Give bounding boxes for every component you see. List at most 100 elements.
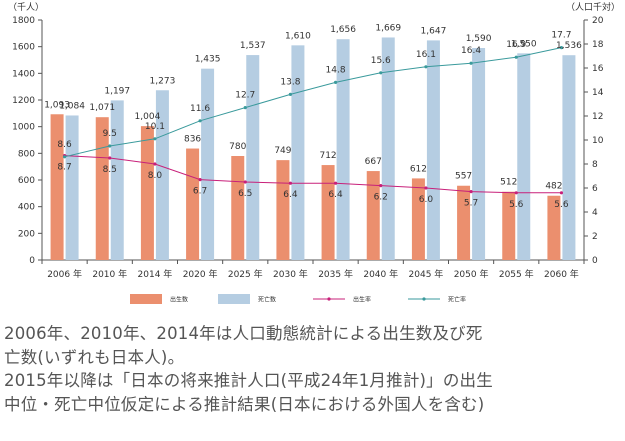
left-axis-unit: （千人） (8, 2, 44, 13)
death-rate-point (469, 61, 473, 65)
death-rate-point (514, 55, 518, 59)
x-tick-label: 2010 年 (92, 268, 127, 280)
birth-rate-label: 6.0 (419, 195, 434, 205)
birth-count-label: 780 (229, 142, 246, 152)
death-rate-point (108, 144, 112, 148)
x-tick-label: 2006 年 (47, 268, 82, 280)
birth-rate-label: 8.7 (57, 163, 71, 173)
death-rate-point (379, 71, 383, 75)
death-count-bar (110, 100, 124, 261)
left-tick-label: 1800 (12, 16, 35, 26)
death-rate-label: 15.6 (371, 56, 391, 66)
death-count-bar (336, 39, 350, 261)
births-deaths-chart: （千人） （人口千対） 0200400600800100012001400160… (8, 1, 620, 304)
death-count-bar (426, 40, 440, 261)
birth-rate-point (559, 191, 564, 195)
x-tick-label: 2060 年 (544, 268, 579, 280)
birth-count-bar (411, 178, 425, 260)
death-count-label: 1,084 (59, 101, 85, 111)
death-rate-line (64, 47, 562, 158)
death-count-bar (472, 48, 486, 260)
right-tick-label: 20 (592, 16, 604, 26)
birth-count-bar (140, 126, 154, 260)
birth-rate-point (469, 190, 473, 194)
right-tick-label: 12 (592, 112, 603, 122)
death-count-label: 1,647 (421, 26, 447, 36)
legend-label: 出生数 (170, 296, 188, 304)
birth-rate-label: 6.4 (328, 190, 343, 200)
death-rate-point (243, 106, 247, 110)
right-tick-label: 4 (592, 208, 598, 218)
birth-count-bar (457, 185, 471, 260)
right-tick-label: 18 (592, 40, 604, 50)
caption-line-3: 2015年以降は「日本の将来推計人口(平成24年1月推計)」の出生 (4, 371, 493, 390)
caption-line-1: 2006年、2010年、2014年は人口動態統計による出生数及び死 (4, 324, 483, 343)
birth-count-label: 612 (410, 164, 427, 174)
birth-rate-label: 6.2 (374, 193, 388, 203)
birth-rate-point (108, 156, 112, 160)
birth-count-label: 1,093 (44, 100, 70, 110)
x-tick-label: 2050 年 (454, 268, 489, 280)
x-tick-label: 2020 年 (183, 268, 218, 280)
death-count-bar (381, 37, 395, 260)
death-rate-point (333, 80, 338, 84)
left-tick-label: 1200 (12, 96, 35, 106)
birth-count-label: 1,071 (89, 103, 115, 113)
birth-rate-point (379, 184, 383, 188)
death-count-label: 1,656 (330, 25, 356, 35)
birth-rate-label: 6.7 (193, 187, 207, 197)
birth-count-label: 482 (545, 182, 562, 192)
death-rate-label: 10.1 (145, 122, 165, 132)
right-tick-label: 6 (592, 184, 598, 194)
caption: 2006年、2010年、2014年は人口動態統計による出生数及び死 亡数(いずれ… (4, 322, 622, 416)
x-tick-label: 2035 年 (318, 268, 353, 280)
birth-rate-point (424, 186, 428, 190)
left-tick-label: 0 (29, 256, 35, 266)
death-rate-label: 11.6 (190, 104, 210, 114)
caption-line-4: 中位・死亡中位仮定による推計結果(日本における外国人を含む) (4, 394, 485, 414)
death-count-bar (291, 45, 305, 261)
birth-count-label: 749 (274, 146, 291, 156)
death-rate-label: 13.8 (280, 77, 300, 87)
death-count-label: 1,435 (195, 55, 221, 65)
x-tick-label: 2045 年 (409, 268, 444, 280)
legend-death-count-swatch (218, 294, 250, 304)
legend-birth-rate-marker (327, 297, 331, 301)
death-count-bar (65, 115, 79, 260)
death-rate-point (153, 137, 157, 141)
death-count-label: 1,550 (511, 39, 537, 49)
death-rate-label: 16.9 (506, 40, 526, 50)
birth-count-bar (95, 117, 109, 260)
death-count-label: 1,669 (375, 23, 401, 33)
death-rate-point (559, 46, 564, 50)
legend-label: 死亡数 (258, 296, 276, 304)
death-count-bar (246, 55, 260, 260)
death-count-label: 1,536 (556, 41, 582, 51)
birth-count-bar (547, 195, 561, 260)
death-rate-label: 16.1 (416, 50, 436, 60)
right-tick-label: 16 (592, 64, 604, 74)
birth-count-bar (50, 114, 64, 261)
birth-rate-point (243, 180, 247, 184)
birth-rate-point (198, 178, 202, 182)
legend-birth-count-swatch (130, 294, 162, 304)
left-tick-label: 1600 (12, 43, 35, 53)
x-tick-label: 2025 年 (228, 268, 263, 280)
birth-count-label: 712 (319, 151, 336, 161)
birth-rate-point (514, 191, 518, 195)
birth-rate-label: 6.5 (238, 189, 252, 199)
left-tick-label: 600 (18, 176, 35, 186)
x-tick-label: 2030 年 (273, 268, 308, 280)
left-tick-label: 200 (18, 229, 35, 239)
right-tick-label: 14 (592, 88, 604, 98)
death-rate-label: 14.8 (326, 65, 346, 75)
left-tick-label: 1400 (12, 69, 35, 79)
birth-rate-point (153, 162, 157, 166)
death-count-label: 1,273 (150, 76, 176, 86)
death-rate-label: 9.5 (103, 129, 117, 139)
death-rate-point (424, 65, 428, 69)
death-rate-point (288, 92, 293, 96)
legend-death-rate-marker (422, 297, 426, 301)
death-rate-point (198, 119, 202, 123)
birth-count-label: 836 (184, 135, 201, 145)
